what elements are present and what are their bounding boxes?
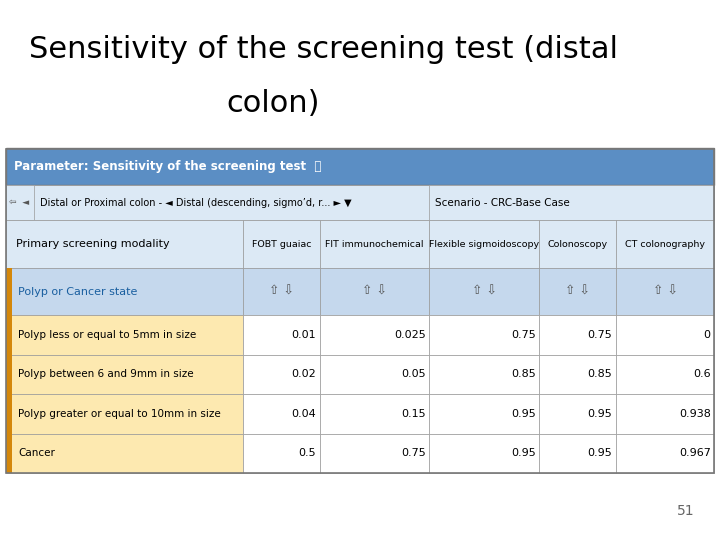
Text: 0.75: 0.75	[401, 448, 426, 458]
Text: ⇧ ⇩: ⇧ ⇩	[269, 285, 294, 298]
Text: ⇧ ⇩: ⇧ ⇩	[652, 285, 678, 298]
Bar	[243, 220, 320, 268]
Bar	[243, 268, 320, 315]
Text: 0.85: 0.85	[588, 369, 612, 380]
Bar	[616, 394, 714, 434]
Bar	[616, 268, 714, 315]
Bar	[6, 148, 714, 473]
Bar	[243, 434, 320, 473]
Text: 0.95: 0.95	[511, 409, 536, 419]
Bar	[6, 394, 12, 434]
Text: 0.95: 0.95	[511, 448, 536, 458]
Text: ⇦  ◄: ⇦ ◄	[9, 198, 29, 207]
Text: 0.025: 0.025	[394, 330, 426, 340]
Text: 0.75: 0.75	[511, 330, 536, 340]
Bar	[539, 268, 616, 315]
Text: Polyp greater or equal to 10mm in size: Polyp greater or equal to 10mm in size	[18, 409, 221, 419]
Bar	[616, 434, 714, 473]
Text: Polyp or Cancer state: Polyp or Cancer state	[18, 287, 138, 296]
Text: 0.85: 0.85	[511, 369, 536, 380]
Text: 0.02: 0.02	[292, 369, 316, 380]
Text: 0.938: 0.938	[679, 409, 711, 419]
Bar	[539, 315, 616, 355]
Text: Flexible sigmoidoscopy: Flexible sigmoidoscopy	[429, 240, 539, 248]
Bar	[539, 434, 616, 473]
Bar	[429, 268, 539, 315]
Bar	[320, 268, 429, 315]
Bar	[6, 355, 12, 394]
Text: 0.75: 0.75	[588, 330, 612, 340]
Text: Polyp between 6 and 9mm in size: Polyp between 6 and 9mm in size	[18, 369, 194, 380]
Bar	[6, 434, 12, 473]
Text: FOBT guaiac: FOBT guaiac	[251, 240, 311, 248]
Text: Distal or Proximal colon - ◄ Distal (descending, sigmo’d, r... ► ▼: Distal or Proximal colon - ◄ Distal (des…	[40, 198, 351, 208]
Text: 51: 51	[678, 504, 695, 518]
Bar	[243, 315, 320, 355]
Bar	[429, 434, 539, 473]
Bar	[6, 394, 243, 434]
Text: ⇧ ⇩: ⇧ ⇩	[472, 285, 497, 298]
Bar	[616, 220, 714, 268]
Text: Colonoscopy: Colonoscopy	[547, 240, 608, 248]
Bar	[539, 394, 616, 434]
Bar	[429, 185, 714, 220]
Bar	[6, 268, 243, 315]
Bar	[616, 315, 714, 355]
Bar	[6, 315, 12, 355]
Bar	[6, 185, 35, 220]
Text: ⇧ ⇩: ⇧ ⇩	[362, 285, 387, 298]
Bar	[6, 148, 714, 185]
Text: 0: 0	[703, 330, 711, 340]
Bar	[429, 355, 539, 394]
Bar	[6, 434, 243, 473]
Text: ⇧ ⇩: ⇧ ⇩	[565, 285, 590, 298]
Bar	[320, 220, 429, 268]
Bar	[429, 220, 539, 268]
Bar	[320, 315, 429, 355]
Text: 0.95: 0.95	[588, 448, 612, 458]
Bar	[429, 315, 539, 355]
Text: 0.5: 0.5	[298, 448, 316, 458]
Bar	[320, 434, 429, 473]
Bar	[320, 394, 429, 434]
Text: colon): colon)	[227, 89, 320, 118]
Bar	[6, 355, 243, 394]
Text: Scenario - CRC-Base Case: Scenario - CRC-Base Case	[435, 198, 570, 208]
Text: Parameter: Sensitivity of the screening test  ⓘ: Parameter: Sensitivity of the screening …	[14, 160, 322, 173]
Text: 0.95: 0.95	[588, 409, 612, 419]
Text: Polyp less or equal to 5mm in size: Polyp less or equal to 5mm in size	[18, 330, 197, 340]
Text: Primary screening modality: Primary screening modality	[16, 239, 169, 249]
Text: 0.01: 0.01	[292, 330, 316, 340]
Text: 0.6: 0.6	[693, 369, 711, 380]
Bar	[6, 185, 714, 220]
Bar	[616, 355, 714, 394]
Bar	[539, 355, 616, 394]
Bar	[243, 355, 320, 394]
Text: FIT immunochemical: FIT immunochemical	[325, 240, 424, 248]
Text: 0.15: 0.15	[401, 409, 426, 419]
Text: Sensitivity of the screening test (distal: Sensitivity of the screening test (dista…	[29, 35, 618, 64]
Bar	[243, 394, 320, 434]
Bar	[6, 315, 243, 355]
Text: 0.04: 0.04	[292, 409, 316, 419]
Bar	[6, 220, 243, 268]
Bar	[6, 268, 12, 315]
Text: Cancer: Cancer	[18, 448, 55, 458]
Text: 0.967: 0.967	[679, 448, 711, 458]
Bar	[429, 394, 539, 434]
Text: CT colonography: CT colonography	[625, 240, 705, 248]
Bar	[320, 355, 429, 394]
Text: 0.05: 0.05	[401, 369, 426, 380]
Bar	[539, 220, 616, 268]
